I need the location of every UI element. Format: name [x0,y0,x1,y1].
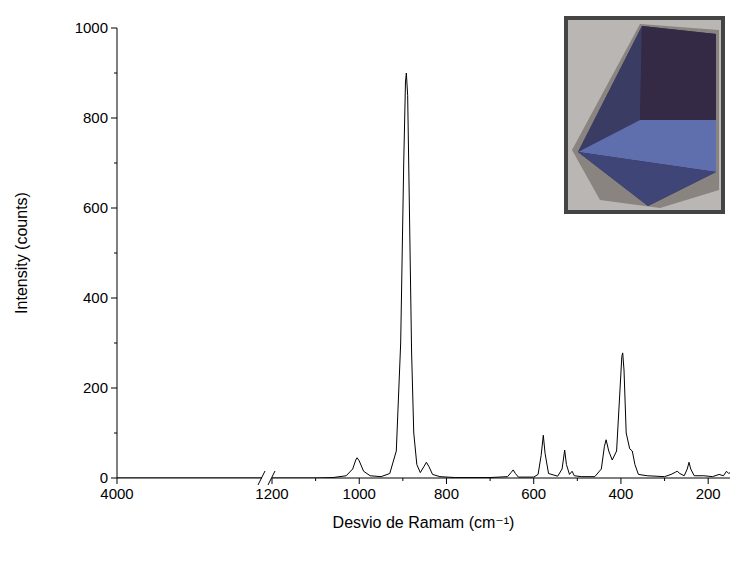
x-tick-label: 800 [434,485,459,502]
x-minor-tick [490,478,491,481]
x-tick-label: 600 [521,485,546,502]
x-tick [359,478,360,484]
y-minor-tick [114,343,117,344]
chart: 0 200 400 600 800 1000 Intensity (counts) 4000 1… [0,0,736,563]
x-minor-tick [402,478,403,481]
x-tick [272,478,273,484]
x-axis-title: Desvio de Ramam (cm⁻¹) [333,514,515,531]
axis-break [258,471,265,485]
x-tick-label: 200 [696,485,721,502]
inset-bg [572,24,719,208]
y-tick-label: 200 [83,379,108,396]
x-minor-tick [577,478,578,481]
plot-area [117,478,262,479]
x-tick-label: 400 [608,485,633,502]
y-tick [111,388,117,389]
x-axis [272,478,730,479]
spectrum-line [117,478,262,479]
y-tick [111,298,117,299]
x-minor-tick [664,478,665,481]
crystal-face [640,26,716,120]
y-axis-title: Intensity (counts) [13,192,30,314]
inset-photo [566,18,723,212]
x-tick [446,478,447,484]
y-tick [111,208,117,209]
x-tick [708,478,709,484]
y-minor-tick [114,73,117,74]
inset-frame [566,18,723,212]
crystal [578,26,716,206]
y-tick [111,118,117,119]
y-tick-label: 1000 [75,19,108,36]
x-tick [533,478,534,484]
x-tick-label: 1000 [343,485,376,502]
y-tick-label: 800 [83,109,108,126]
y-minor-tick [114,433,117,434]
y-tick [111,478,117,479]
y-tick-label: 0 [100,469,108,486]
x-tick [620,478,621,484]
x-tick-label: 1200 [255,485,288,502]
x-tick [117,478,118,484]
x-minor-tick [315,478,316,481]
plot-area [272,73,730,478]
x-tick-label: 4000 [100,485,133,502]
y-tick-label: 400 [83,289,108,306]
crystal-face [578,152,716,206]
axis-break [268,471,275,485]
y-tick-label: 600 [83,199,108,216]
y-minor-tick [114,253,117,254]
x-axis [117,478,262,479]
y-minor-tick [114,163,117,164]
y-tick [111,28,117,29]
spectrum-line [272,73,730,478]
